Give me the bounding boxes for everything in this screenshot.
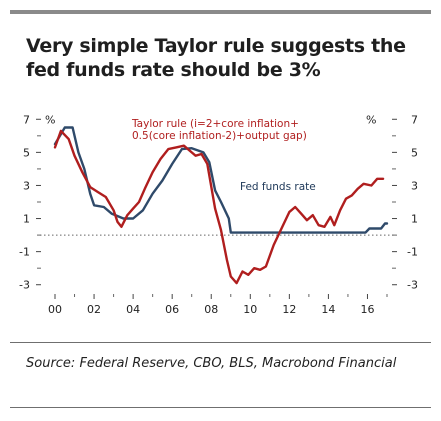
x-tick-label: 02 bbox=[87, 303, 101, 316]
y-tick-label-right: 5 bbox=[411, 146, 418, 159]
x-tick-label: 16 bbox=[360, 303, 374, 316]
y-tick-label-left: -1 bbox=[19, 246, 30, 259]
chart-plot: 7 7 5 5 3 3 1 1 -1 -1 -3 -3% % 00 02 04 06 08 10 12 14 16 Tay… bbox=[19, 113, 418, 316]
y-tick-label-right: 3 bbox=[411, 179, 418, 192]
y-tick-label-right: -3 bbox=[407, 279, 418, 292]
source-note: Source: Federal Reserve, CBO, BLS, Macro… bbox=[26, 356, 397, 371]
bottom-rule bbox=[10, 407, 431, 408]
y-tick-label-right: 7 bbox=[411, 113, 418, 126]
y-tick-label-left: 5 bbox=[23, 146, 30, 159]
x-tick-label: 04 bbox=[126, 303, 140, 316]
x-tick-label: 08 bbox=[204, 303, 218, 316]
divider bbox=[10, 342, 431, 343]
y-tick-label-left: 3 bbox=[23, 179, 30, 192]
x-tick-label: 06 bbox=[165, 303, 179, 316]
y-tick-label-right: 1 bbox=[411, 213, 418, 226]
y-tick-label-left: 1 bbox=[23, 213, 30, 226]
chart-card: Very simple Taylor rule suggests the fed… bbox=[10, 10, 431, 411]
y-unit-left: % bbox=[45, 113, 55, 126]
top-rule bbox=[10, 10, 431, 14]
y-tick-label-left: -3 bbox=[19, 279, 30, 292]
y-tick-label-left: 7 bbox=[23, 113, 30, 126]
taylor-annotation-line1: Taylor rule (i=2+core inflation+ bbox=[131, 118, 299, 130]
x-tick-label: 14 bbox=[321, 303, 335, 316]
x-tick-label: 10 bbox=[243, 303, 257, 316]
chart-title: Very simple Taylor rule suggests the fed… bbox=[26, 35, 406, 81]
taylor-rule-line bbox=[53, 129, 385, 285]
taylor-annotation-line2: 0.5(core inflation-2)+output gap) bbox=[132, 130, 307, 142]
y-tick-label-right: -1 bbox=[407, 246, 418, 259]
fed-annotation: Fed funds rate bbox=[240, 181, 316, 193]
y-unit-right: % bbox=[366, 113, 376, 126]
x-tick-label: 00 bbox=[48, 303, 62, 316]
x-tick-label: 12 bbox=[282, 303, 296, 316]
